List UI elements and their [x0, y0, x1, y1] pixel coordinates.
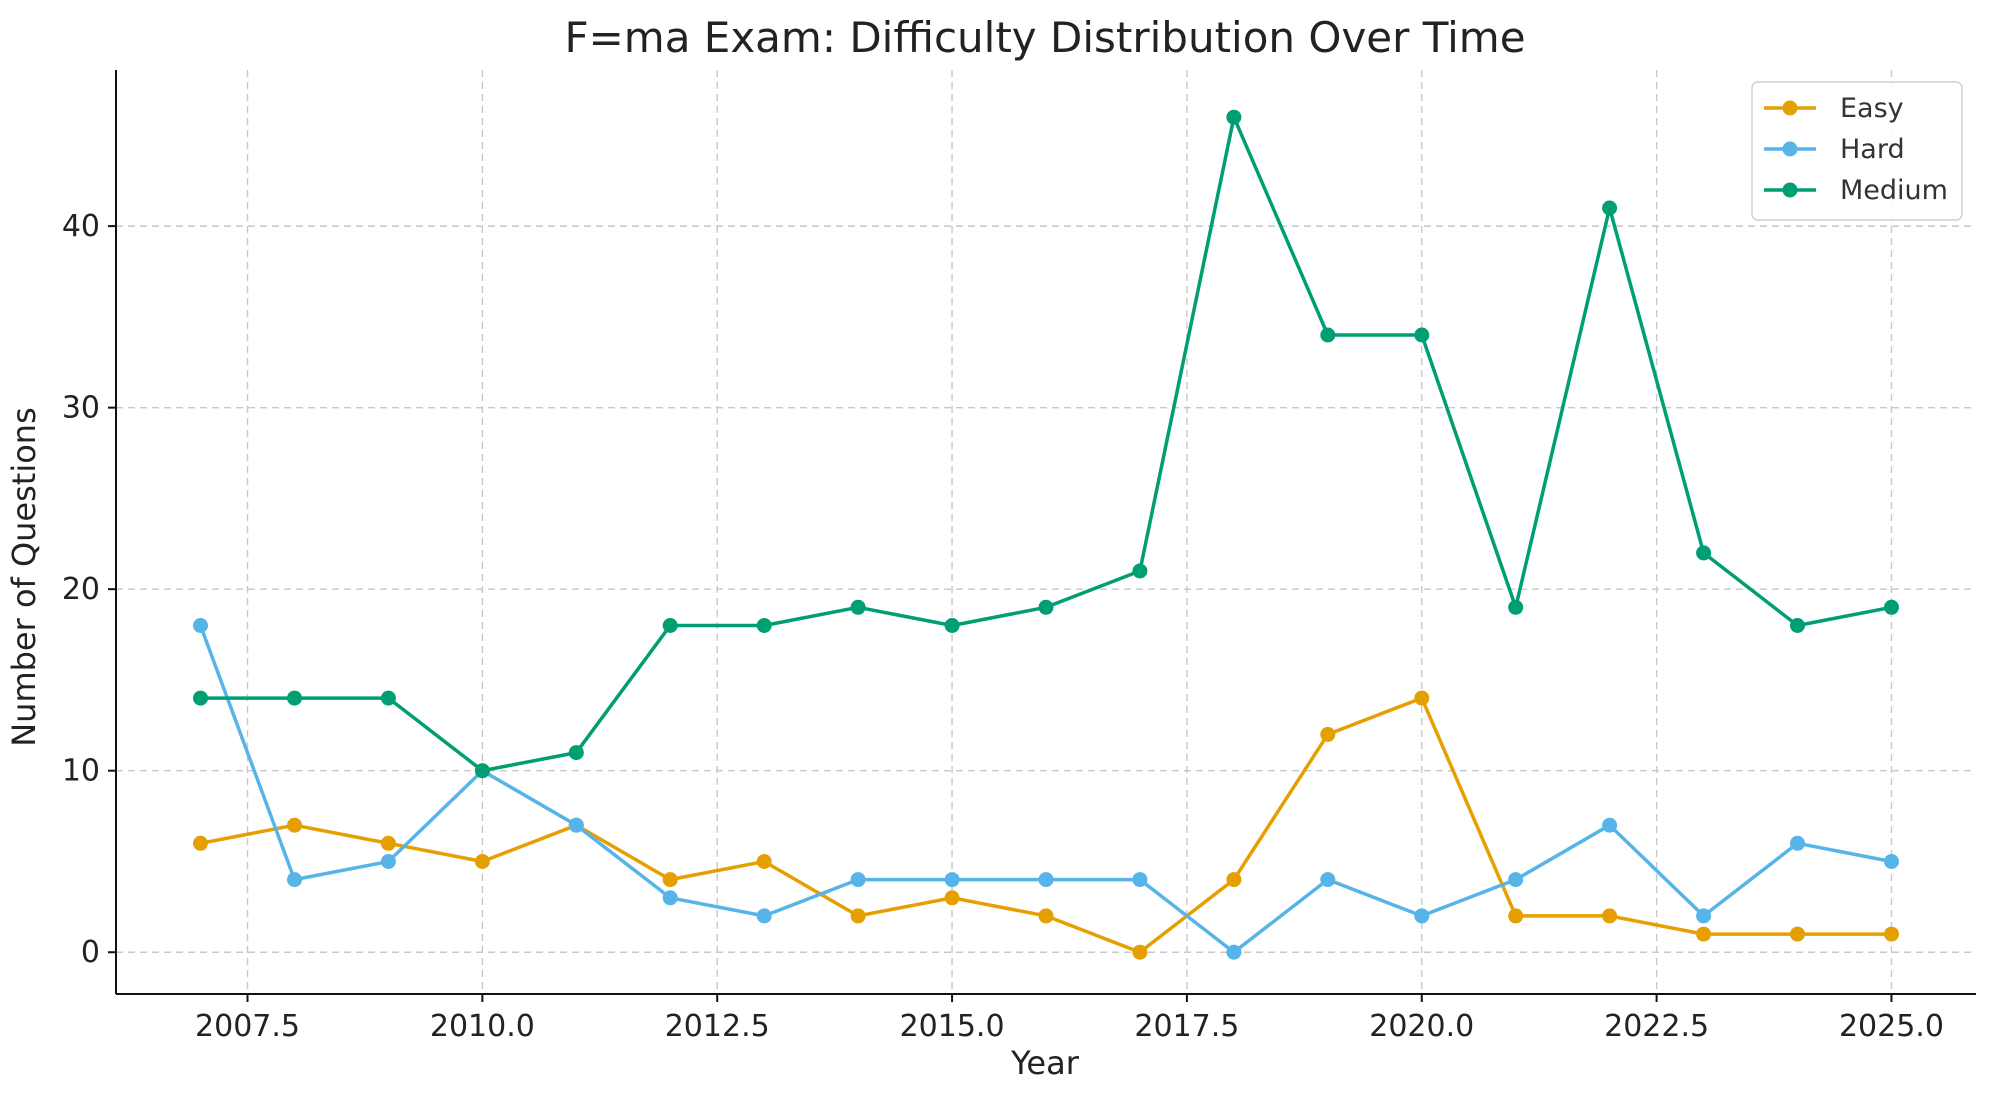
data-point-hard — [380, 854, 396, 869]
x-tick-label: 2007.5 — [195, 1009, 300, 1044]
series-layer — [193, 109, 1899, 960]
x-tick-label: 2022.5 — [1604, 1009, 1709, 1044]
data-point-medium — [850, 599, 866, 615]
data-point-hard — [850, 872, 866, 888]
data-point-hard — [1038, 872, 1054, 888]
x-tick-label: 2010.0 — [430, 1009, 535, 1044]
x-tick-label: 2012.5 — [665, 1009, 770, 1044]
data-point-hard — [1884, 854, 1899, 869]
data-point-easy — [1320, 726, 1336, 742]
series-line-hard — [198, 624, 1892, 954]
legend-swatch-marker — [1782, 141, 1798, 157]
legend: Easy Hard Medium — [1751, 81, 1963, 221]
data-point-hard — [1790, 835, 1805, 851]
series-line-medium — [200, 115, 1892, 773]
data-point-medium — [1790, 618, 1805, 633]
data-point-medium — [1602, 200, 1618, 216]
data-point-easy — [662, 872, 678, 888]
data-point-easy — [1132, 944, 1148, 960]
chart-title: F=ma Exam: Difficulty Distribution Over … — [564, 13, 1525, 62]
data-point-easy — [1038, 908, 1054, 924]
data-point-hard — [193, 618, 208, 633]
y-tick-label: 10 — [62, 754, 100, 789]
legend-item-easy: Easy — [1764, 93, 1904, 124]
data-point-easy — [380, 835, 396, 851]
data-point-easy — [474, 854, 490, 869]
data-point-hard — [1508, 872, 1524, 888]
series-medium — [193, 109, 1899, 779]
data-point-easy — [1414, 690, 1430, 706]
legend-item-medium: Medium — [1764, 175, 1948, 206]
data-point-medium — [1696, 545, 1712, 561]
data-point-medium — [193, 690, 208, 706]
data-point-medium — [1508, 599, 1524, 615]
data-point-medium — [474, 763, 490, 779]
x-tick-label: 2025.0 — [1839, 1009, 1944, 1044]
x-tick-label: 2017.5 — [1134, 1009, 1239, 1044]
legend-item-hard: Hard — [1764, 134, 1905, 165]
data-point-easy — [850, 908, 866, 924]
data-point-medium — [568, 745, 584, 761]
legend-label: Easy — [1840, 93, 1904, 124]
data-point-hard — [568, 817, 584, 833]
legend-label: Hard — [1840, 134, 1905, 165]
x-tick-label: 2020.0 — [1369, 1009, 1474, 1044]
data-point-medium — [1226, 109, 1242, 125]
series-easy — [193, 690, 1899, 960]
y-tick-label: 30 — [62, 391, 100, 426]
data-point-easy — [287, 817, 302, 833]
data-point-hard — [1602, 817, 1618, 833]
data-point-medium — [1132, 563, 1148, 579]
legend-swatch-marker — [1782, 100, 1798, 116]
data-point-medium — [756, 618, 772, 633]
data-point-easy — [756, 854, 772, 869]
data-point-hard — [287, 872, 302, 888]
data-point-medium — [1038, 599, 1054, 615]
axes: 2007.5 2010.0 2012.5 2015.0 2017.5 2020.0 2022… — [62, 70, 1976, 1044]
grid-layer — [116, 70, 1976, 994]
data-point-easy — [1602, 908, 1618, 924]
x-tick-label: 2015.0 — [900, 1009, 1005, 1044]
data-point-easy — [1226, 872, 1242, 888]
data-point-medium — [944, 618, 960, 633]
data-point-hard — [1320, 872, 1336, 888]
y-axis-label: Number of Questions — [5, 407, 43, 747]
data-point-medium — [1320, 327, 1336, 343]
data-point-medium — [287, 690, 302, 706]
data-point-medium — [380, 690, 396, 706]
legend-label: Medium — [1840, 175, 1948, 206]
data-point-hard — [1696, 908, 1712, 924]
data-point-hard — [756, 908, 772, 924]
data-point-easy — [1884, 926, 1899, 942]
data-point-hard — [1132, 872, 1148, 888]
y-tick-label: 20 — [62, 572, 100, 607]
data-point-easy — [1790, 926, 1805, 942]
legend-swatch-marker — [1782, 182, 1798, 198]
data-point-medium — [1884, 599, 1899, 615]
data-point-easy — [1696, 926, 1712, 942]
data-point-easy — [944, 890, 960, 906]
data-point-medium — [662, 618, 678, 633]
y-tick-label: 40 — [62, 209, 100, 244]
data-point-hard — [944, 872, 960, 888]
data-point-hard — [1226, 944, 1242, 960]
data-point-medium — [1414, 327, 1430, 343]
legend-box — [1751, 81, 1963, 221]
y-tick-label: 0 — [81, 935, 100, 970]
data-point-easy — [1508, 908, 1524, 924]
x-axis-label: Year — [1010, 1044, 1080, 1082]
data-point-hard — [1414, 908, 1430, 924]
data-point-hard — [662, 890, 678, 906]
data-point-easy — [193, 835, 208, 851]
